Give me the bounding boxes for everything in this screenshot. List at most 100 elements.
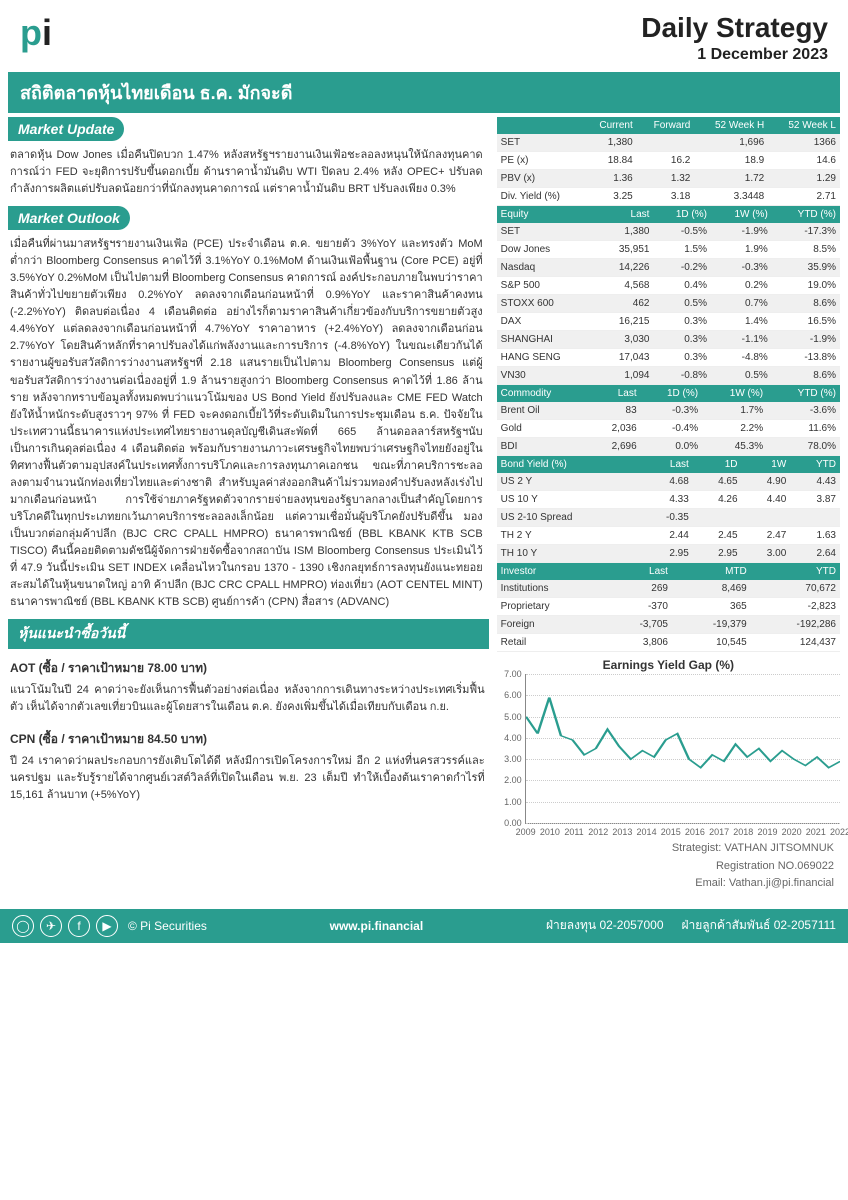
- table-row: Foreign-3,705-19,379-192,286: [497, 616, 840, 634]
- table-header: Investor: [497, 563, 604, 580]
- table-row: SET1,380-0.5%-1.9%-17.3%: [497, 223, 840, 241]
- recommend-list: AOT (ซื้อ / ราคาเป้าหมาย 78.00 บาท) แนวโ…: [8, 653, 489, 812]
- table-cell: TH 10 Y: [497, 545, 638, 563]
- table-header: [497, 117, 584, 134]
- facebook-icon[interactable]: f: [68, 915, 90, 937]
- footer-web[interactable]: www.pi.financial: [330, 919, 424, 933]
- table-cell: 17,043: [597, 349, 654, 367]
- logo: pi: [20, 12, 52, 54]
- table-row: US 2 Y4.684.654.904.43: [497, 473, 840, 491]
- table-cell: 4.90: [742, 473, 791, 491]
- table-cell: 0.7%: [711, 295, 772, 313]
- table-cell: -0.3%: [641, 402, 702, 420]
- table-row: Institutions2698,46970,672: [497, 580, 840, 598]
- phone2: 02-2057111: [774, 918, 836, 932]
- table-cell: 0.3%: [653, 331, 711, 349]
- table-cell: 1.63: [790, 527, 840, 545]
- table-cell: 70,672: [751, 580, 840, 598]
- table-header: 52 Week H: [694, 117, 768, 134]
- table-row: HANG SENG17,0430.3%-4.8%-13.8%: [497, 349, 840, 367]
- table-header: 1W (%): [711, 206, 772, 223]
- strategist-email: Email: Vathan.ji@pi.financial: [497, 875, 834, 893]
- footer-company: © Pi Securities: [128, 919, 207, 933]
- table-cell: -0.5%: [653, 223, 711, 241]
- table-row: BDI2,6960.0%45.3%78.0%: [497, 438, 840, 456]
- table-cell: 0.2%: [711, 277, 772, 295]
- table-cell: PBV (x): [497, 170, 584, 188]
- table-cell: 8.6%: [772, 295, 840, 313]
- table-cell: 1.32: [637, 170, 695, 188]
- table-cell: -0.4%: [641, 420, 702, 438]
- table-cell: 11.6%: [767, 420, 840, 438]
- social-icons: ◯ ✈ f ▶: [12, 915, 118, 937]
- table-header: 1D (%): [653, 206, 711, 223]
- table-cell: SHANGHAI: [497, 331, 597, 349]
- rec-text: แนวโน้มในปี 24 คาดว่าจะยังเห็นการฟื้นตัว…: [8, 680, 489, 724]
- table-cell: Nasdaq: [497, 259, 597, 277]
- table-cell: 4.33: [638, 491, 693, 509]
- table-row: Proprietary-370365-2,823: [497, 598, 840, 616]
- investor-table: InvestorLastMTDYTD Institutions2698,4697…: [497, 563, 840, 652]
- table-cell: 2.45: [693, 527, 742, 545]
- table-header: 52 Week L: [768, 117, 840, 134]
- table-row: Gold2,036-0.4%2.2%11.6%: [497, 420, 840, 438]
- market-outlook-text: เมื่อคืนที่ผ่านมาสหรัฐฯรายงานเงินเฟ้อ (P…: [8, 234, 489, 619]
- table-cell: 365: [672, 598, 751, 616]
- table-cell: [637, 134, 695, 152]
- header: pi Daily Strategy 1 December 2023: [8, 8, 840, 72]
- table-cell: 1.7%: [702, 402, 767, 420]
- table-cell: 4.68: [638, 473, 693, 491]
- table-cell: 18.9: [694, 152, 768, 170]
- table-cell: 10,545: [672, 634, 751, 652]
- table-cell: 4.65: [693, 473, 742, 491]
- table-header: 1D: [693, 456, 742, 473]
- table-cell: 0.4%: [653, 277, 711, 295]
- earnings-yield-chart: 0.001.002.003.004.005.006.007.0020092010…: [525, 674, 840, 824]
- chart-title: Earnings Yield Gap (%): [497, 658, 840, 672]
- table-row: DAX16,2150.3%1.4%16.5%: [497, 313, 840, 331]
- table-cell: 124,437: [751, 634, 840, 652]
- table-cell: 0.5%: [711, 367, 772, 385]
- table-cell: SET: [497, 223, 597, 241]
- table-cell: -3.6%: [767, 402, 840, 420]
- table-cell: 1,380: [597, 223, 654, 241]
- table-cell: 0.3%: [653, 349, 711, 367]
- table-cell: US 10 Y: [497, 491, 638, 509]
- table-header: 1D (%): [641, 385, 702, 402]
- table-cell: 0.3%: [653, 313, 711, 331]
- table-header: 1W (%): [702, 385, 767, 402]
- table-cell: 2,036: [589, 420, 641, 438]
- commodity-table: CommodityLast1D (%)1W (%)YTD (%) Brent O…: [497, 385, 840, 456]
- table-header: YTD (%): [772, 206, 840, 223]
- table-cell: 16.2: [637, 152, 695, 170]
- strategist-name: Strategist: VATHAN JITSOMNUK: [497, 840, 834, 858]
- table-cell: -2,823: [751, 598, 840, 616]
- telegram-icon[interactable]: ✈: [40, 915, 62, 937]
- left-column: Market Update ตลาดหุ้น Dow Jones เมื่อคื…: [8, 117, 489, 893]
- table-cell: 35.9%: [772, 259, 840, 277]
- table-row: Nasdaq14,226-0.2%-0.3%35.9%: [497, 259, 840, 277]
- table-row: S&P 5004,5680.4%0.2%19.0%: [497, 277, 840, 295]
- table-cell: [742, 509, 791, 527]
- bond-table: Bond Yield (%)Last1D1WYTD US 2 Y4.684.65…: [497, 456, 840, 563]
- table-cell: Brent Oil: [497, 402, 589, 420]
- right-column: CurrentForward52 Week H52 Week L SET1,38…: [497, 117, 840, 893]
- table-cell: Retail: [497, 634, 604, 652]
- table-header: Current: [583, 117, 636, 134]
- table-cell: 0.0%: [641, 438, 702, 456]
- table-cell: 1.9%: [711, 241, 772, 259]
- table-header: Last: [638, 456, 693, 473]
- table-cell: DAX: [497, 313, 597, 331]
- line-icon[interactable]: ◯: [12, 915, 34, 937]
- table-cell: S&P 500: [497, 277, 597, 295]
- table-row: US 10 Y4.334.264.403.87: [497, 491, 840, 509]
- table-cell: 2.64: [790, 545, 840, 563]
- table-cell: 8,469: [672, 580, 751, 598]
- youtube-icon[interactable]: ▶: [96, 915, 118, 937]
- report-date: 1 December 2023: [641, 46, 828, 64]
- table-cell: -192,286: [751, 616, 840, 634]
- market-update-text: ตลาดหุ้น Dow Jones เมื่อคืนปิดบวก 1.47% …: [8, 145, 489, 206]
- table-cell: TH 2 Y: [497, 527, 638, 545]
- table-row: TH 10 Y2.952.953.002.64: [497, 545, 840, 563]
- table-cell: 3.25: [583, 188, 636, 206]
